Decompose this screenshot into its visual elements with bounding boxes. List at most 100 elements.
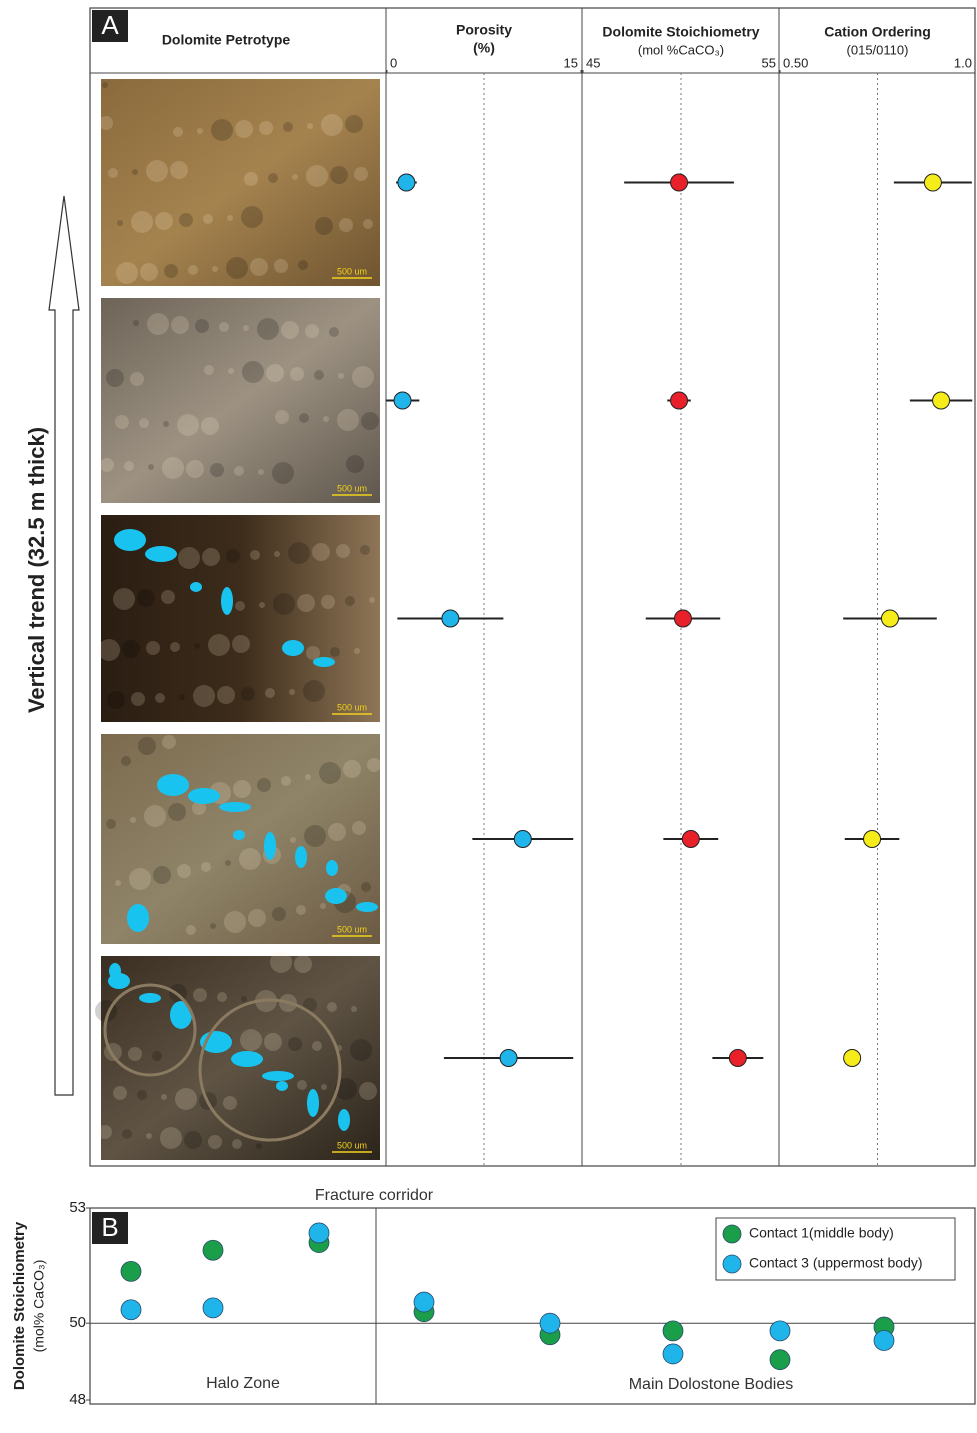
grain — [239, 848, 261, 870]
grain — [217, 992, 227, 1002]
grain — [161, 590, 175, 604]
grain — [113, 1086, 127, 1100]
legend-marker — [723, 1225, 741, 1243]
grain — [124, 461, 134, 471]
grain — [320, 903, 326, 909]
y-axis-label: Dolomite Stoichiometry — [11, 1221, 28, 1390]
vertical-axis-label: Vertical trend (32.5 m thick) — [24, 427, 49, 713]
grain — [210, 463, 224, 477]
grain — [321, 1084, 327, 1090]
grain — [140, 263, 158, 281]
grain — [171, 316, 189, 334]
scale-bar-label: 500 um — [337, 266, 367, 276]
grain — [359, 1082, 377, 1100]
grain — [133, 320, 139, 326]
pore — [139, 993, 161, 1003]
x-tick-label: 0 — [390, 55, 397, 70]
grain — [203, 214, 213, 224]
grain — [315, 217, 333, 235]
grain — [146, 160, 168, 182]
grain — [106, 819, 116, 829]
grain — [305, 324, 319, 338]
grain — [305, 774, 311, 780]
grain — [115, 880, 121, 886]
grain — [294, 955, 312, 973]
grain — [164, 264, 178, 278]
grain — [179, 213, 193, 227]
grain — [162, 457, 184, 479]
grain — [201, 862, 211, 872]
data-point — [500, 1050, 517, 1067]
grain — [336, 544, 350, 558]
grain — [131, 692, 145, 706]
trend-arrow — [49, 196, 79, 1095]
grain — [106, 369, 124, 387]
grain — [98, 639, 120, 661]
grain — [329, 327, 339, 337]
y-tick-label: 48 — [69, 1391, 86, 1408]
grain — [337, 409, 359, 431]
grain — [233, 780, 251, 798]
grain — [117, 220, 123, 226]
data-point — [674, 610, 691, 627]
grain — [226, 549, 240, 563]
panel-label: A — [101, 10, 119, 40]
region-label: Main Dolostone Bodies — [629, 1376, 794, 1393]
grain — [155, 693, 165, 703]
data-point — [203, 1298, 223, 1318]
grain — [161, 1094, 167, 1100]
grain — [162, 735, 176, 749]
grain — [242, 361, 264, 383]
grain — [211, 119, 233, 141]
grain — [228, 368, 234, 374]
grain — [243, 325, 249, 331]
grain — [108, 168, 118, 178]
pore — [221, 587, 233, 615]
grain — [345, 115, 363, 133]
grain — [290, 367, 304, 381]
grain — [346, 455, 364, 473]
annotation: Fracture corridor — [315, 1187, 434, 1204]
data-point — [394, 392, 411, 409]
grain — [184, 1131, 202, 1149]
grain — [272, 462, 294, 484]
scale-bar-label: 500 um — [337, 702, 367, 712]
grain — [179, 694, 185, 700]
grain — [138, 737, 156, 755]
grain — [330, 647, 340, 657]
grain — [275, 410, 289, 424]
grain — [303, 680, 325, 702]
grain — [193, 685, 215, 707]
grain — [248, 909, 266, 927]
grain — [122, 640, 140, 658]
grain — [250, 258, 268, 276]
data-point — [398, 174, 415, 191]
pore — [157, 774, 189, 796]
grain — [217, 686, 235, 704]
grain — [354, 648, 360, 654]
grain — [204, 365, 214, 375]
pore — [190, 582, 202, 592]
scale-bar-label: 500 um — [337, 483, 367, 493]
grain — [328, 823, 346, 841]
grain — [163, 421, 169, 427]
grain — [195, 319, 209, 333]
region-label: Halo Zone — [206, 1375, 280, 1392]
grain — [137, 589, 155, 607]
grain — [304, 825, 326, 847]
grain — [115, 415, 129, 429]
grain — [257, 318, 279, 340]
grain — [360, 545, 370, 555]
grain — [274, 259, 288, 273]
pore — [295, 846, 307, 868]
legend-label: Contact 3 (uppermost body) — [749, 1255, 923, 1271]
figure: A Dolomite Petrotype Vertical trend (32.… — [0, 0, 977, 1428]
grain — [170, 642, 180, 652]
pore — [356, 902, 378, 912]
grain — [202, 548, 220, 566]
grain — [160, 1127, 182, 1149]
pore — [233, 830, 245, 840]
grain — [241, 687, 255, 701]
grain — [289, 689, 295, 695]
grain — [338, 373, 344, 379]
